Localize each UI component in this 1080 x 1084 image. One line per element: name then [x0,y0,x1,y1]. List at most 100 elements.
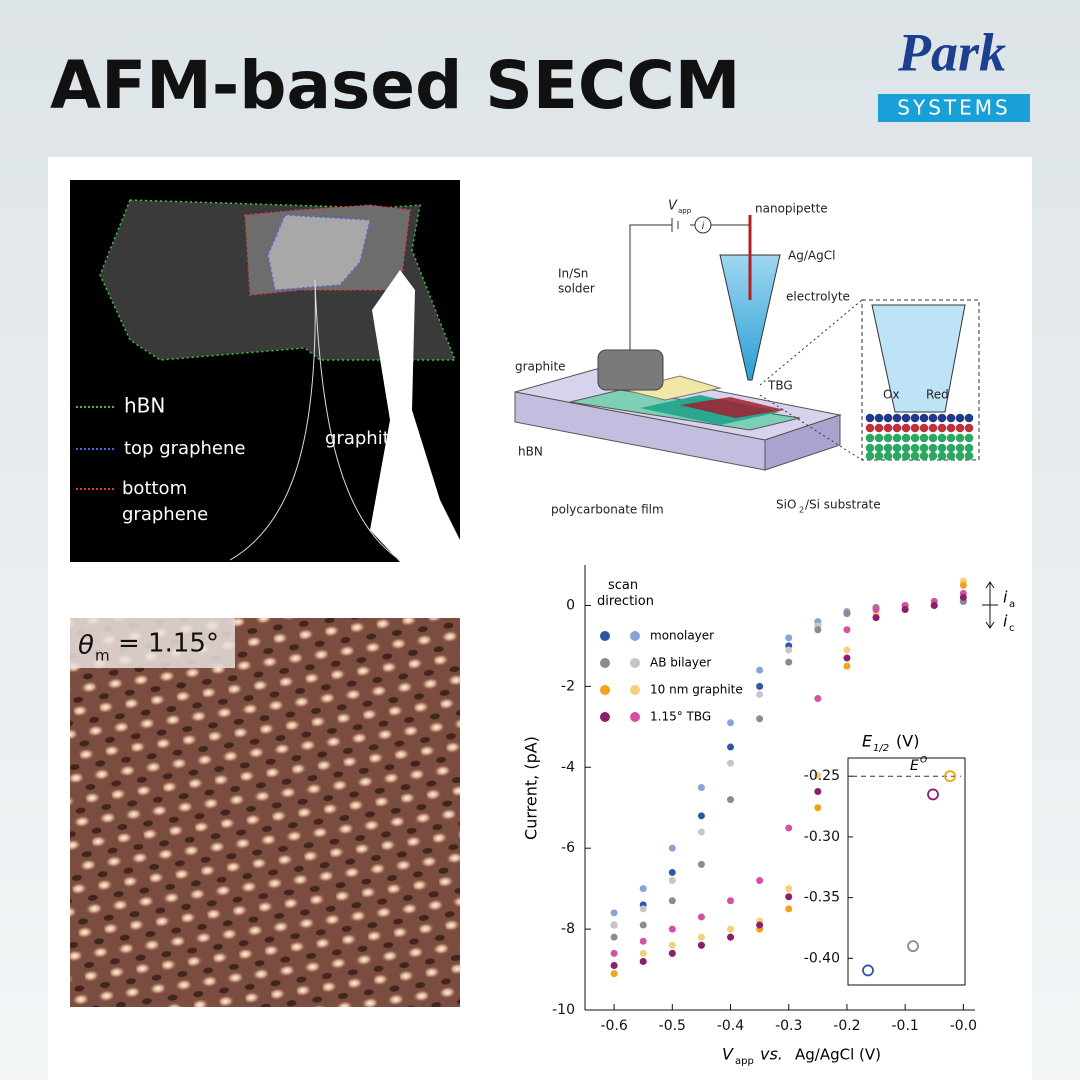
atom [910,443,920,453]
top-graphene [267,214,371,291]
graphite-label: graphite [325,428,401,449]
legend-label: top graphene [124,438,245,459]
atom [901,423,911,433]
atom [883,451,893,461]
atom [874,423,884,433]
annotation: c [1009,623,1015,634]
data-point [785,646,793,654]
data-point [610,949,618,957]
data-point [727,796,735,804]
label: Ag/AgCl [788,249,835,263]
y-axis-label: Current, (pA) [522,736,541,840]
x-tick-label: -0.5 [659,1018,686,1034]
data-point [785,658,793,666]
logo-word: Park [897,22,1006,82]
x-tick-label: -0.1 [891,1018,918,1034]
atom [874,413,884,423]
inset-frame [847,757,966,986]
atom [955,443,965,453]
legend-title: scan direction [597,578,654,609]
x-tick-label: -0.3 [775,1018,802,1034]
data-point [668,844,676,852]
zoom-atoms [865,413,974,461]
data-point [756,666,764,674]
data-point [639,957,647,965]
afm-subscript: m [95,647,110,665]
legend-swatch [600,685,610,695]
label: electrolyte [786,290,850,304]
atom [892,443,902,453]
atom [919,433,929,443]
y-tick-label: -2 [561,678,575,694]
label: V [668,199,678,214]
atom [964,433,974,443]
schematic: V app i nanopipette Ag/AgCl electrolyte … [514,199,980,517]
annotation: a [1009,599,1015,610]
data-point [639,905,647,913]
atom [865,451,875,461]
label: /Si substrate [805,498,881,512]
data-point [727,925,735,933]
tbg [680,397,785,418]
device-image: hBN top graphene bottom graphene graphit… [70,180,460,562]
x-tick-label: -0.0 [950,1018,977,1034]
atom [937,413,947,423]
data-point [727,933,735,941]
atom [883,423,893,433]
data-point [814,626,822,634]
atom [928,423,938,433]
data-point [697,784,705,791]
atom [901,413,911,423]
atom [874,433,884,443]
atom [883,433,893,443]
legend-swatch [630,658,640,668]
data-point [668,877,676,885]
zoom-lines [759,299,863,461]
atom [874,451,884,461]
atom [910,413,920,423]
label: app [678,207,692,215]
data-point [668,868,676,876]
legend-swatch [630,685,640,695]
y-tick-label: -0.35 [804,890,840,906]
zoom-box [861,299,980,461]
reference-label: E [910,758,919,774]
annotation-arrow [982,581,998,629]
afm-image: θ m = 1.15° [70,618,460,1007]
data-point [668,941,676,949]
legend-label: 1.15° TBG [650,710,711,724]
label: solder [558,282,595,296]
data-point [668,897,676,905]
data-point [872,614,880,622]
data-point [756,921,764,929]
data-point [843,662,851,670]
data-point [843,610,851,618]
data-point [697,933,705,941]
atom [955,451,965,461]
solder [597,349,664,391]
data-point [785,893,793,901]
substrate-side [764,414,841,471]
zoom-pipette [871,304,966,413]
x-axis-label: vs. [760,1045,783,1064]
atom [892,451,902,461]
y-tick-label: -0.25 [804,768,840,784]
atom [901,443,911,453]
y-tick-label: -4 [561,759,575,775]
label: graphite [515,360,566,374]
atom [964,443,974,453]
inset-title: 1/2 [873,743,889,754]
graphite-wire [229,279,401,561]
atom [919,443,929,453]
atom [946,451,956,461]
atom [946,443,956,453]
data-point [785,634,793,642]
afm-symbol: θ [78,631,94,661]
atom [892,423,902,433]
inset-title: E [862,732,873,751]
legend-label: bottom graphene [122,478,209,525]
x-axis-label: Ag/AgCl (V) [795,1046,881,1064]
label: nanopipette [755,202,828,216]
data-point [668,949,676,957]
data-point [697,913,705,921]
